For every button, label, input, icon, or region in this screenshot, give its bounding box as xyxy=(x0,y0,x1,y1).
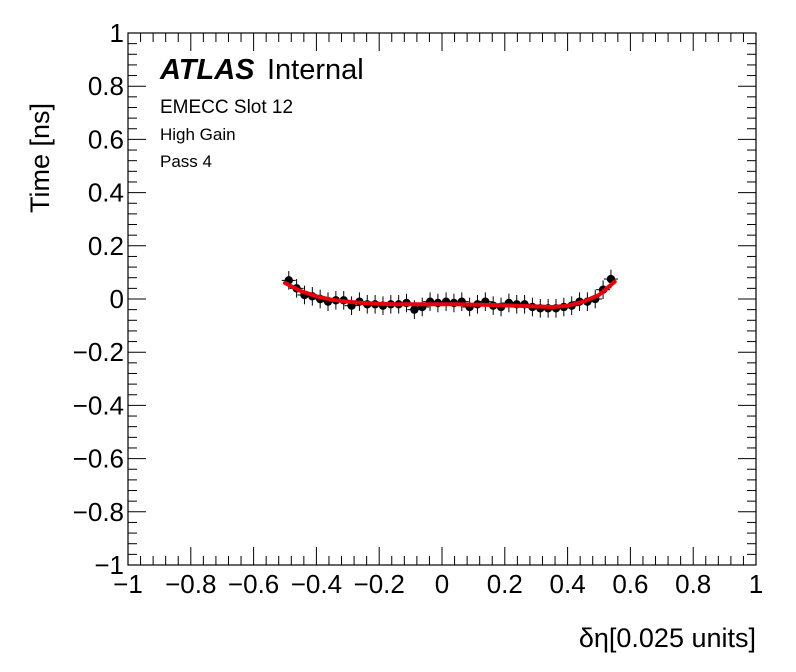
annotation-gain: High Gain xyxy=(160,125,236,144)
x-tick-label: −0.6 xyxy=(228,569,279,599)
annotation-detector: EMECC Slot 12 xyxy=(160,97,293,118)
y-tick-label: −0.6 xyxy=(73,444,124,474)
data-points xyxy=(284,274,616,314)
y-tick-label: 1 xyxy=(110,18,124,48)
annotation-pass: Pass 4 xyxy=(160,152,212,171)
x-tick-label: −1 xyxy=(113,569,143,599)
fit-curve xyxy=(283,279,617,309)
x-tick-label: 1 xyxy=(749,569,763,599)
atlas-label-internal: Internal xyxy=(267,54,364,86)
atlas-label: ATLAS Internal xyxy=(159,54,364,86)
data-point xyxy=(410,305,419,314)
y-tick-label: 0.6 xyxy=(88,124,124,154)
y-axis-title: Time [ns] xyxy=(25,103,55,213)
x-tick-labels: −1 −0.8 −0.6 −0.4 −0.2 0 0.2 0.4 0.6 0.8 1 xyxy=(113,569,763,599)
y-tick-labels: −1 −0.8 −0.6 −0.4 −0.2 0 0.2 0.4 0.6 0.8 1 xyxy=(73,18,124,580)
x-tick-label: 0 xyxy=(435,569,449,599)
y-tick-label: −0.8 xyxy=(73,497,124,527)
y-tick-label: 0 xyxy=(110,284,124,314)
x-tick-label: −0.8 xyxy=(165,569,216,599)
x-tick-label: −0.4 xyxy=(291,569,342,599)
x-tick-label: 0.2 xyxy=(487,569,523,599)
x-tick-label: 0.6 xyxy=(612,569,648,599)
atlas-label-bold: ATLAS xyxy=(159,54,255,86)
y-tick-label: −0.2 xyxy=(73,337,124,367)
y-tick-label: −1 xyxy=(94,550,124,580)
y-tick-label: 0.8 xyxy=(88,71,124,101)
x-axis-title: δη[0.025 units] xyxy=(579,623,756,653)
y-tick-label: 0.4 xyxy=(88,178,124,208)
y-tick-label: 0.2 xyxy=(88,231,124,261)
x-tick-label: 0.4 xyxy=(550,569,586,599)
x-tick-label: 0.8 xyxy=(675,569,711,599)
axis-ticks xyxy=(127,32,757,566)
x-tick-label: −0.2 xyxy=(354,569,405,599)
error-bars xyxy=(281,269,618,319)
y-tick-label: −0.4 xyxy=(73,390,124,420)
